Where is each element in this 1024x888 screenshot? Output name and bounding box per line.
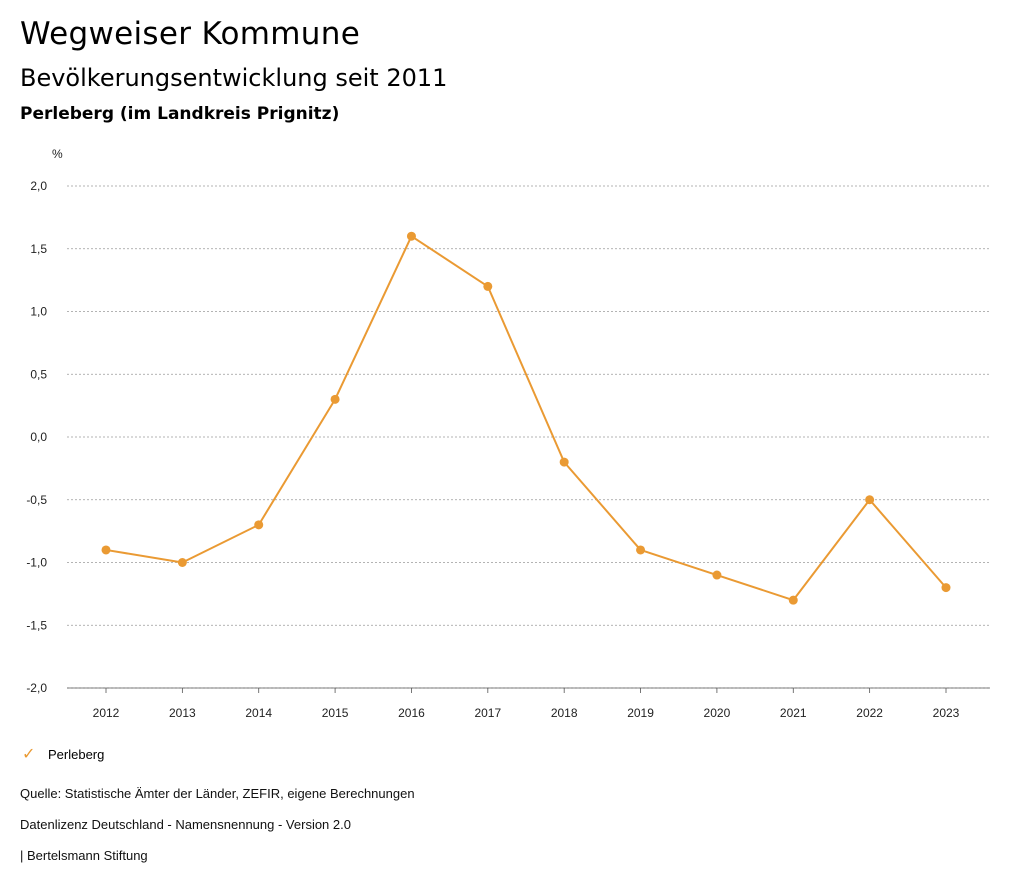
x-tick-label: 2023 <box>933 706 960 720</box>
legend-item-perleberg[interactable]: ✓ Perleberg <box>22 744 104 764</box>
check-icon: ✓ <box>22 746 36 763</box>
data-point <box>636 545 646 555</box>
region-label: Perleberg (im Landkreis Prignitz) <box>20 104 340 124</box>
data-point <box>177 558 187 567</box>
source-note: Quelle: Statistische Ämter der Länder, Z… <box>20 786 415 801</box>
data-point <box>788 595 798 605</box>
y-tick-label: 0,5 <box>30 367 47 381</box>
data-point <box>483 281 493 291</box>
y-tick-label: 2,0 <box>30 179 47 193</box>
x-tick-label: 2015 <box>322 706 349 720</box>
data-point <box>559 457 569 467</box>
x-tick-label: 2021 <box>780 706 807 720</box>
license-note: Datenlizenz Deutschland - Namensnennung … <box>20 817 351 832</box>
y-tick-label: 1,5 <box>30 242 47 256</box>
page-title: Wegweiser Kommune <box>20 16 361 52</box>
y-axis-unit-label: % <box>52 147 63 161</box>
x-tick-label: 2016 <box>398 706 425 720</box>
data-point <box>254 520 264 530</box>
chart-subtitle: Bevölkerungsentwicklung seit 2011 <box>20 64 448 92</box>
axes: % 2,0 1,5 1,0 0,5 0,0 -0,5 -1,0 -1,5 -2,0 2012 2013… <box>26 147 990 720</box>
data-point <box>712 570 722 580</box>
publisher-note: | Bertelsmann Stiftung <box>20 848 148 863</box>
data-point <box>865 495 875 505</box>
x-tick-label: 2017 <box>474 706 501 720</box>
y-tick-label: -1,0 <box>26 556 47 570</box>
data-point <box>941 583 951 593</box>
y-tick-label: 0,0 <box>30 430 47 444</box>
series-perleberg <box>101 231 951 605</box>
x-tick-label: 2019 <box>627 706 654 720</box>
x-tick-label: 2020 <box>704 706 731 720</box>
data-point <box>330 394 340 404</box>
y-tick-label: -0,5 <box>26 493 47 507</box>
y-tick-label: 1,0 <box>30 305 47 319</box>
y-tick-label: -2,0 <box>26 681 47 695</box>
x-tick-label: 2013 <box>169 706 196 720</box>
data-point <box>101 545 111 555</box>
x-tick-label: 2018 <box>551 706 578 720</box>
data-point <box>406 231 416 241</box>
legend-label: Perleberg <box>48 746 105 762</box>
x-tick-label: 2012 <box>93 706 120 720</box>
y-tick-label: -1,5 <box>26 618 47 632</box>
x-tick-label: 2014 <box>245 706 272 720</box>
x-tick-label: 2022 <box>856 706 883 720</box>
series-line <box>105 235 947 602</box>
line-chart: % 2,0 1,5 1,0 0,5 0,0 -0,5 -1,0 -1,5 -2,0 2012 2013… <box>26 147 990 720</box>
grid-lines <box>67 185 990 689</box>
